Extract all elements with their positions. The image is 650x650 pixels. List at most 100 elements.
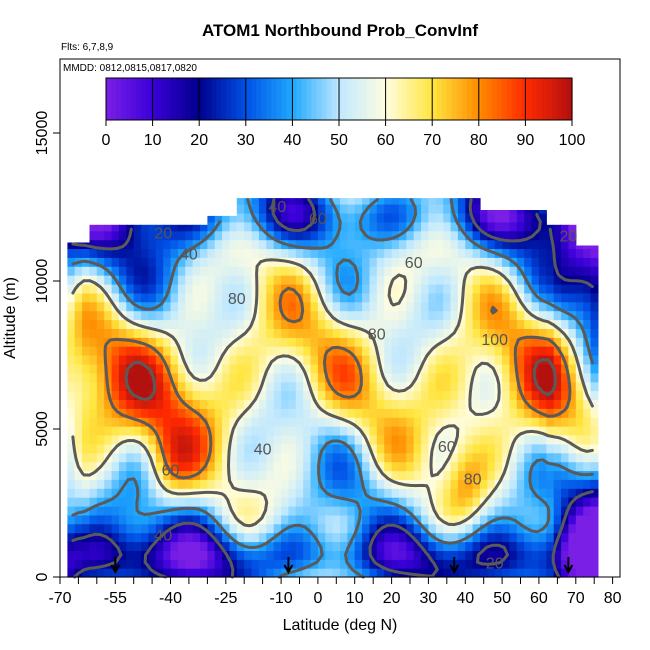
heatmap-cell — [281, 328, 290, 338]
heatmap-cell — [494, 470, 503, 480]
heatmap-cell — [391, 319, 400, 329]
colorbar-swatch — [236, 78, 242, 120]
heatmap-cell — [118, 239, 127, 250]
heatmap-cell — [472, 479, 481, 489]
heatmap-cell — [317, 497, 326, 507]
heatmap-cell — [443, 408, 452, 418]
heatmap-cell — [192, 301, 201, 312]
heatmap-cell — [531, 532, 540, 543]
heatmap-cell — [317, 319, 326, 329]
heatmap-cell — [170, 224, 179, 232]
heatmap-cell — [74, 284, 83, 294]
heatmap-cell — [480, 514, 488, 525]
heatmap-cell — [391, 479, 400, 489]
heatmap-cell — [450, 230, 459, 241]
heatmap-cell — [82, 434, 91, 445]
heatmap-cell — [236, 319, 245, 329]
heatmap-cell — [509, 372, 518, 383]
heatmap-cell — [89, 399, 98, 409]
heatmap-cell — [398, 488, 407, 498]
heatmap-cell — [443, 355, 452, 365]
heatmap-cell — [111, 319, 120, 329]
heatmap-cell — [502, 257, 511, 267]
heatmap-cell — [509, 337, 518, 347]
heatmap-cell — [141, 275, 150, 285]
heatmap-cell — [207, 559, 216, 569]
heatmap-cell — [303, 470, 312, 480]
heatmap-cell — [421, 497, 430, 507]
heatmap-cell — [310, 221, 319, 232]
heatmap-cell — [251, 443, 260, 454]
heatmap-cell — [362, 212, 371, 223]
heatmap-cell — [163, 224, 172, 232]
heatmap-cell — [384, 532, 393, 543]
heatmap-cell — [369, 230, 378, 241]
heatmap-cell — [222, 257, 231, 267]
heatmap-cell — [133, 292, 142, 303]
heatmap-cell — [303, 497, 312, 507]
heatmap-cell — [133, 541, 142, 551]
heatmap-cell — [421, 292, 430, 303]
heatmap-cell — [384, 399, 393, 409]
heatmap-cell — [67, 248, 76, 258]
heatmap-cell — [362, 372, 371, 383]
heatmap-cell — [465, 408, 474, 418]
heatmap-cell — [347, 381, 356, 392]
heatmap-cell — [502, 221, 511, 232]
heatmap-cell — [295, 284, 304, 294]
heatmap-cell — [450, 381, 459, 392]
heatmap-cell — [354, 452, 363, 463]
heatmap-cell — [214, 568, 223, 578]
heatmap-cell — [435, 301, 444, 312]
heatmap-cell — [192, 417, 201, 427]
heatmap-cell — [421, 239, 430, 250]
heatmap-cell — [126, 443, 135, 454]
heatmap-cell — [376, 488, 385, 498]
heatmap-cell — [96, 523, 105, 534]
heatmap-cell — [82, 248, 91, 258]
heatmap-cell — [376, 355, 385, 365]
heatmap-cell — [384, 346, 393, 356]
heatmap-cell — [376, 257, 385, 267]
heatmap-cell — [546, 408, 555, 418]
heatmap-cell — [222, 221, 231, 232]
heatmap-cell — [450, 417, 459, 427]
heatmap-cell — [207, 363, 216, 374]
heatmap-cell — [340, 417, 348, 427]
heatmap-cell — [457, 568, 466, 578]
heatmap-cell — [118, 381, 127, 392]
heatmap-cell — [192, 452, 201, 463]
heatmap-cell — [421, 310, 430, 321]
contour-label: 60 — [309, 211, 327, 228]
heatmap-cell — [524, 461, 533, 472]
heatmap-cell — [192, 248, 201, 258]
heatmap-cell — [207, 497, 216, 507]
heatmap-cell — [354, 310, 363, 321]
heatmap-cell — [200, 559, 208, 569]
heatmap-cell — [118, 452, 127, 463]
heatmap-cell — [443, 497, 452, 507]
heatmap-cell — [222, 230, 231, 241]
heatmap-cell — [133, 452, 142, 463]
heatmap-cell — [340, 372, 348, 383]
heatmap-cell — [104, 363, 113, 374]
heatmap-cell — [67, 257, 76, 267]
heatmap-cell — [443, 506, 452, 516]
heatmap-cell — [384, 523, 393, 534]
heatmap-cell — [443, 301, 452, 312]
heatmap-cell — [413, 417, 422, 427]
heatmap-cell — [435, 212, 444, 223]
heatmap-cell — [568, 461, 577, 472]
heatmap-cell — [303, 310, 312, 321]
heatmap-cell — [561, 266, 570, 276]
heatmap-cell — [67, 443, 76, 454]
heatmap-cell — [288, 532, 297, 543]
heatmap-cell — [561, 292, 570, 303]
colorbar-swatch — [201, 78, 207, 120]
heatmap-cell — [516, 301, 525, 312]
heatmap-cell — [583, 245, 592, 250]
heatmap-cell — [384, 372, 393, 383]
heatmap-cell — [583, 532, 592, 543]
heatmap-cell — [465, 198, 474, 205]
heatmap-cell — [185, 479, 194, 489]
